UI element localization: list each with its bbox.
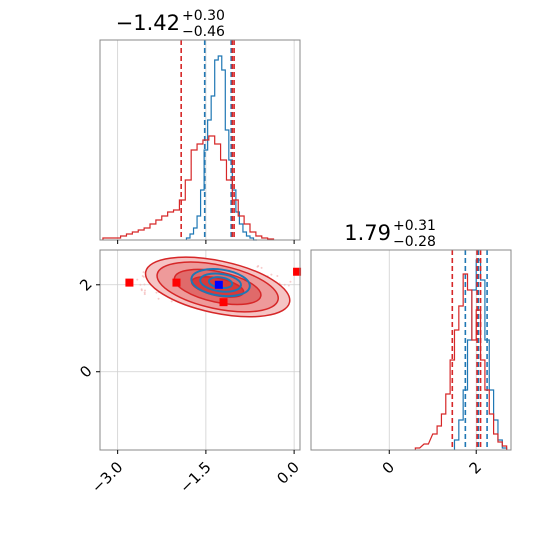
param-1-title-lower-error: −0.46 bbox=[182, 24, 225, 40]
marginal-param-2-panel: 1.79 +0.31−0.28 0 2 bbox=[310, 218, 512, 478]
sample-point bbox=[142, 275, 145, 278]
histogram-red bbox=[102, 135, 275, 240]
x-tick-label: −3.0 bbox=[88, 458, 126, 496]
param-1-title-value: −1.42 bbox=[116, 11, 180, 35]
sample-point bbox=[143, 291, 146, 294]
blue-contour-level-0 bbox=[190, 268, 251, 298]
sample-point bbox=[140, 289, 143, 292]
sample-point bbox=[283, 283, 286, 286]
blue-contour-level-1 bbox=[199, 272, 243, 293]
histogram-blue bbox=[185, 55, 258, 241]
x-tick-label: −1.5 bbox=[176, 458, 214, 496]
marginal-param-2-frame bbox=[310, 249, 512, 451]
sample-point bbox=[287, 284, 290, 287]
y-tick-label: 0 bbox=[76, 362, 95, 381]
red-marker-2 bbox=[219, 298, 228, 307]
sample-point bbox=[257, 264, 260, 267]
sample-point bbox=[142, 271, 145, 274]
blue-marker-0 bbox=[214, 280, 223, 289]
param-2-title-upper-error: +0.31 bbox=[393, 218, 436, 234]
sample-point bbox=[143, 293, 146, 296]
histogram-red bbox=[414, 273, 508, 450]
x-tick-label: 0.0 bbox=[273, 458, 303, 488]
joint-density-frame bbox=[99, 249, 301, 451]
y-tick-label: 2 bbox=[76, 275, 95, 294]
x-tick-label: 2 bbox=[466, 458, 485, 477]
param-2-title-lower-error: −0.28 bbox=[393, 234, 436, 250]
sample-point bbox=[289, 280, 292, 283]
marginal-param-1-frame bbox=[99, 39, 301, 241]
sample-point bbox=[157, 297, 160, 300]
marginal-param-1-panel: −1.42 +0.30−0.46 bbox=[99, 8, 301, 244]
red-marker-3 bbox=[293, 267, 302, 276]
sample-point bbox=[139, 283, 142, 286]
sample-point bbox=[143, 289, 146, 292]
sample-point bbox=[270, 273, 273, 276]
sample-point bbox=[170, 300, 173, 303]
sample-point bbox=[143, 283, 146, 286]
sample-point bbox=[136, 278, 139, 281]
sample-point bbox=[155, 291, 158, 294]
param-2-title-value: 1.79 bbox=[344, 221, 391, 245]
sample-point bbox=[276, 275, 279, 278]
red-marker-1 bbox=[172, 278, 181, 287]
sample-point bbox=[260, 266, 263, 269]
param-1-title-upper-error: +0.30 bbox=[182, 8, 225, 24]
joint-density-panel: −3.0 −1.5 0.0 0 2 bbox=[76, 249, 303, 497]
x-tick-label: 0 bbox=[379, 458, 398, 477]
red-marker-0 bbox=[125, 278, 134, 287]
